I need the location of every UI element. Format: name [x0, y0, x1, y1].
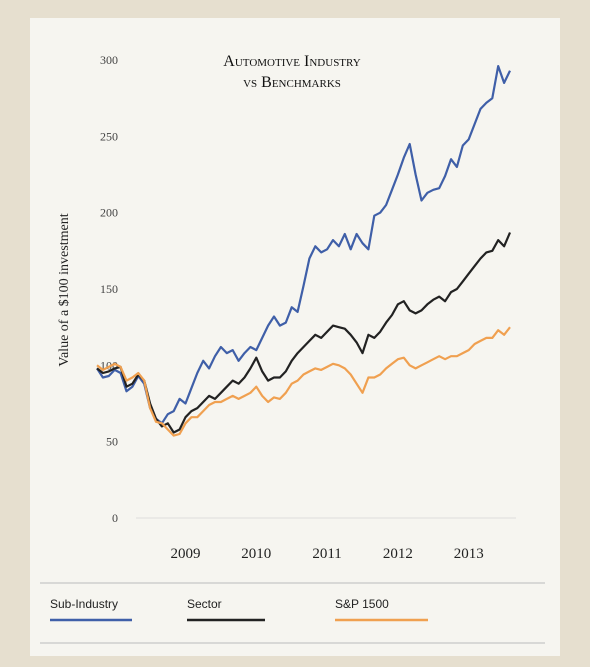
- x-tick-label: 2009: [171, 546, 201, 562]
- y-axis-label: Value of a $100 investment: [57, 213, 72, 366]
- x-tick-label: 2012: [383, 546, 413, 562]
- chart-title: Automotive Industry: [223, 53, 360, 70]
- chart-title: vs Benchmarks: [243, 74, 341, 91]
- chart-panel: [30, 18, 560, 656]
- series-line: [96, 232, 512, 434]
- y-tick-label: 250: [100, 129, 118, 143]
- series-line: [96, 65, 511, 425]
- legend-label: Sub-Industry: [50, 597, 118, 611]
- series-line: [96, 326, 511, 437]
- y-tick-label: 300: [100, 53, 118, 67]
- x-tick-label: 2011: [312, 546, 341, 562]
- y-tick-label: 200: [100, 206, 118, 220]
- x-tick-label: 2010: [241, 546, 271, 562]
- legend-label: S&P 1500: [335, 597, 389, 611]
- y-tick-label: 50: [106, 435, 118, 449]
- y-tick-label: 150: [100, 282, 118, 296]
- y-tick-label: 0: [112, 511, 118, 525]
- x-tick-label: 2013: [454, 546, 484, 562]
- legend-label: Sector: [187, 597, 222, 611]
